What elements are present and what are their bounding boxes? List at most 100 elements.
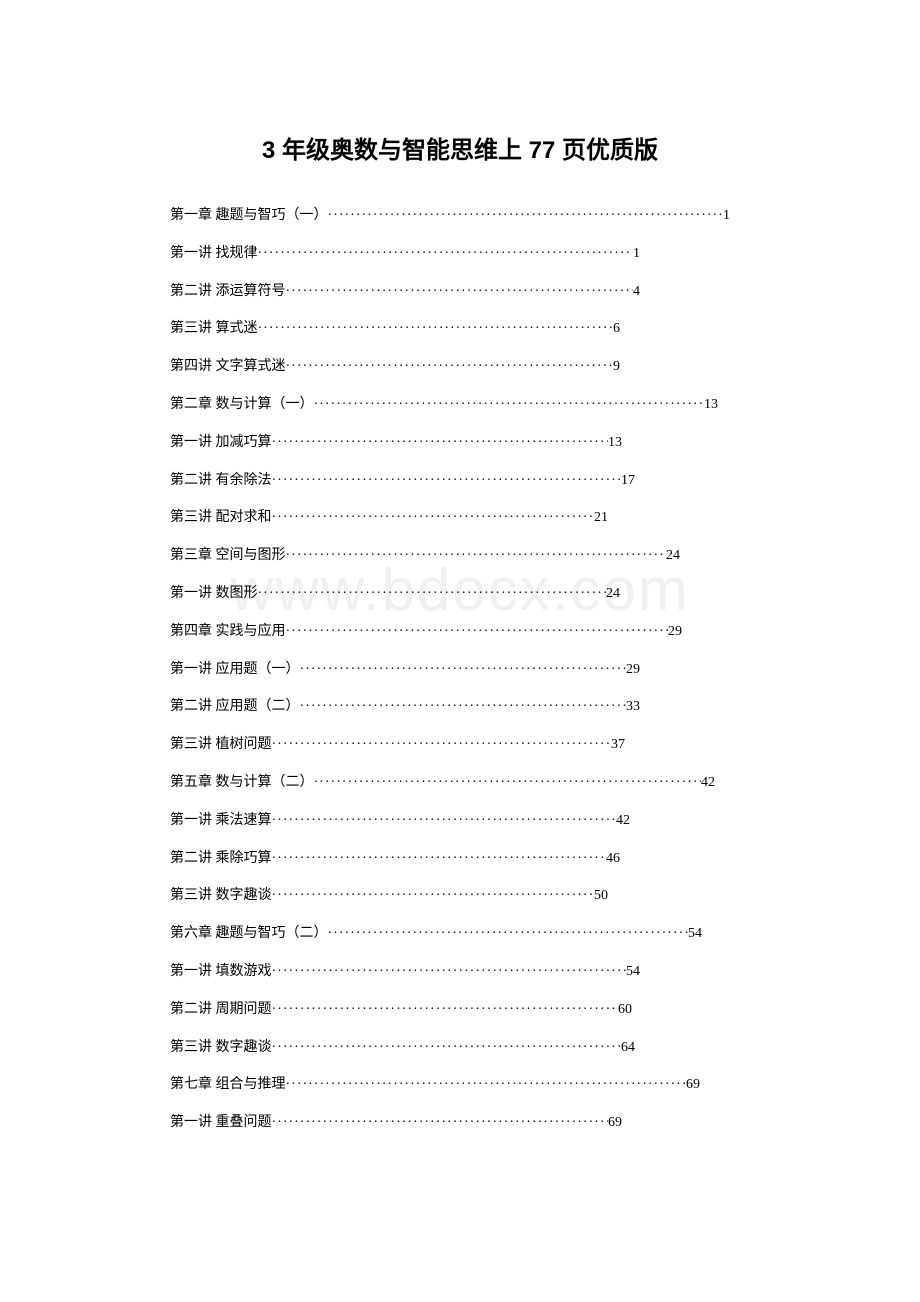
toc-entry: 第二讲 应用题（二） 33 <box>170 688 640 726</box>
table-of-contents: 第一章 趣题与智巧（一）1第一讲 找规律1第二讲 添运算符号4第三讲 算式迷6第… <box>170 197 750 1142</box>
toc-entry: 第一章 趣题与智巧（一） 1 <box>170 197 730 235</box>
toc-entry: 第四讲 文字算式迷 9 <box>170 348 620 386</box>
toc-dots <box>286 1066 687 1104</box>
toc-entry: 第七章 组合与推理 69 <box>170 1066 700 1104</box>
toc-entry-page: 37 <box>611 726 625 764</box>
toc-entry-page: 54 <box>626 953 640 991</box>
toc-entry-page: 24 <box>666 537 680 575</box>
toc-entry-page: 50 <box>594 877 608 915</box>
toc-entry-label: 第三讲 植树问题 <box>170 726 272 764</box>
toc-dots <box>328 915 689 953</box>
toc-dots <box>272 424 609 462</box>
toc-entry-page: 54 <box>688 915 702 953</box>
toc-entry-page: 29 <box>626 651 640 689</box>
toc-entry-page: 46 <box>606 840 620 878</box>
toc-entry: 第五章 数与计算（二） 42 <box>170 764 715 802</box>
toc-entry-page: 1 <box>723 197 730 235</box>
toc-dots <box>328 197 724 235</box>
toc-dots <box>272 877 595 915</box>
toc-entry-label: 第一讲 应用题（一） <box>170 651 300 689</box>
toc-entry-page: 29 <box>668 613 682 651</box>
toc-entry: 第六章 趣题与智巧（二） 54 <box>170 915 702 953</box>
toc-entry-page: 42 <box>701 764 715 802</box>
toc-dots <box>286 348 614 386</box>
toc-dots <box>314 386 705 424</box>
toc-entry-label: 第一章 趣题与智巧（一） <box>170 197 328 235</box>
toc-dots <box>272 726 612 764</box>
toc-dots <box>300 651 627 689</box>
toc-dots <box>272 462 622 500</box>
toc-entry-label: 第二讲 应用题（二） <box>170 688 300 726</box>
toc-entry: 第一讲 加减巧算 13 <box>170 424 622 462</box>
toc-entry-page: 13 <box>608 424 622 462</box>
toc-entry-label: 第四讲 文字算式迷 <box>170 348 286 386</box>
toc-entry: 第三讲 配对求和 21 <box>170 499 608 537</box>
toc-entry: 第二讲 乘除巧算 46 <box>170 840 620 878</box>
toc-entry-label: 第一讲 乘法速算 <box>170 802 272 840</box>
toc-entry-page: 21 <box>594 499 608 537</box>
toc-entry-page: 33 <box>626 688 640 726</box>
toc-entry-page: 17 <box>621 462 635 500</box>
toc-entry-page: 9 <box>613 348 620 386</box>
toc-entry-label: 第七章 组合与推理 <box>170 1066 286 1104</box>
toc-entry: 第三章 空间与图形 24 <box>170 537 680 575</box>
toc-entry: 第二讲 周期问题 60 <box>170 991 632 1029</box>
toc-entry: 第一讲 乘法速算 42 <box>170 802 630 840</box>
toc-dots <box>258 310 614 348</box>
toc-entry-label: 第三章 空间与图形 <box>170 537 286 575</box>
toc-dots <box>286 613 669 651</box>
toc-entry-page: 4 <box>633 273 640 311</box>
toc-entry-page: 42 <box>616 802 630 840</box>
toc-entry-label: 第三讲 配对求和 <box>170 499 272 537</box>
toc-entry-label: 第一讲 重叠问题 <box>170 1104 272 1142</box>
toc-dots <box>314 764 702 802</box>
toc-dots <box>272 991 619 1029</box>
toc-entry-label: 第五章 数与计算（二） <box>170 764 314 802</box>
page-title: 3 年级奥数与智能思维上 77 页优质版 <box>170 130 750 165</box>
toc-entry-page: 64 <box>621 1029 635 1067</box>
toc-dots <box>286 537 667 575</box>
toc-dots <box>272 840 607 878</box>
toc-entry: 第三讲 算式迷 6 <box>170 310 620 348</box>
toc-dots <box>272 1104 609 1142</box>
toc-entry: 第二讲 有余除法 17 <box>170 462 635 500</box>
toc-entry: 第一讲 填数游戏54 <box>170 953 640 991</box>
toc-entry-label: 第二章 数与计算（一） <box>170 386 314 424</box>
toc-entry-label: 第一讲 数图形 <box>170 575 258 613</box>
toc-entry: 第一讲 找规律 1 <box>170 235 640 273</box>
toc-entry-label: 第三讲 数字趣谈 <box>170 1029 272 1067</box>
toc-entry-label: 第二讲 周期问题 <box>170 991 272 1029</box>
toc-entry-page: 24 <box>606 575 620 613</box>
toc-entry-page: 69 <box>608 1104 622 1142</box>
toc-dots <box>300 688 627 726</box>
toc-entry-label: 第四章 实践与应用 <box>170 613 286 651</box>
toc-entry: 第一讲 数图形 24 <box>170 575 620 613</box>
toc-entry-page: 13 <box>704 386 718 424</box>
toc-entry-label: 第一讲 找规律 <box>170 235 258 273</box>
toc-dots <box>272 1029 622 1067</box>
toc-dots <box>272 802 617 840</box>
toc-entry-label: 第二讲 乘除巧算 <box>170 840 272 878</box>
toc-dots <box>286 273 634 311</box>
toc-entry-page: 6 <box>613 310 620 348</box>
toc-entry-label: 第三讲 数字趣谈 <box>170 877 272 915</box>
toc-entry-label: 第二讲 添运算符号 <box>170 273 286 311</box>
toc-entry: 第三讲 数字趣谈 64 <box>170 1029 635 1067</box>
toc-dots <box>272 953 627 991</box>
toc-entry: 第三讲 数字趣谈 50 <box>170 877 608 915</box>
toc-entry-page: 60 <box>618 991 632 1029</box>
toc-entry-label: 第二讲 有余除法 <box>170 462 272 500</box>
toc-entry: 第二讲 添运算符号 4 <box>170 273 640 311</box>
toc-entry: 第四章 实践与应用 29 <box>170 613 682 651</box>
toc-entry-label: 第一讲 加减巧算 <box>170 424 272 462</box>
toc-entry: 第二章 数与计算（一） 13 <box>170 386 718 424</box>
toc-entry: 第一讲 重叠问题 69 <box>170 1104 622 1142</box>
toc-entry-page: 1 <box>633 235 640 273</box>
toc-entry-page: 69 <box>686 1066 700 1104</box>
toc-entry-label: 第三讲 算式迷 <box>170 310 258 348</box>
document-page: 3 年级奥数与智能思维上 77 页优质版 第一章 趣题与智巧（一）1第一讲 找规… <box>0 0 920 1242</box>
toc-entry: 第一讲 应用题（一） 29 <box>170 651 640 689</box>
toc-dots <box>272 499 595 537</box>
toc-entry-label: 第六章 趣题与智巧（二） <box>170 915 328 953</box>
toc-dots <box>258 235 634 273</box>
